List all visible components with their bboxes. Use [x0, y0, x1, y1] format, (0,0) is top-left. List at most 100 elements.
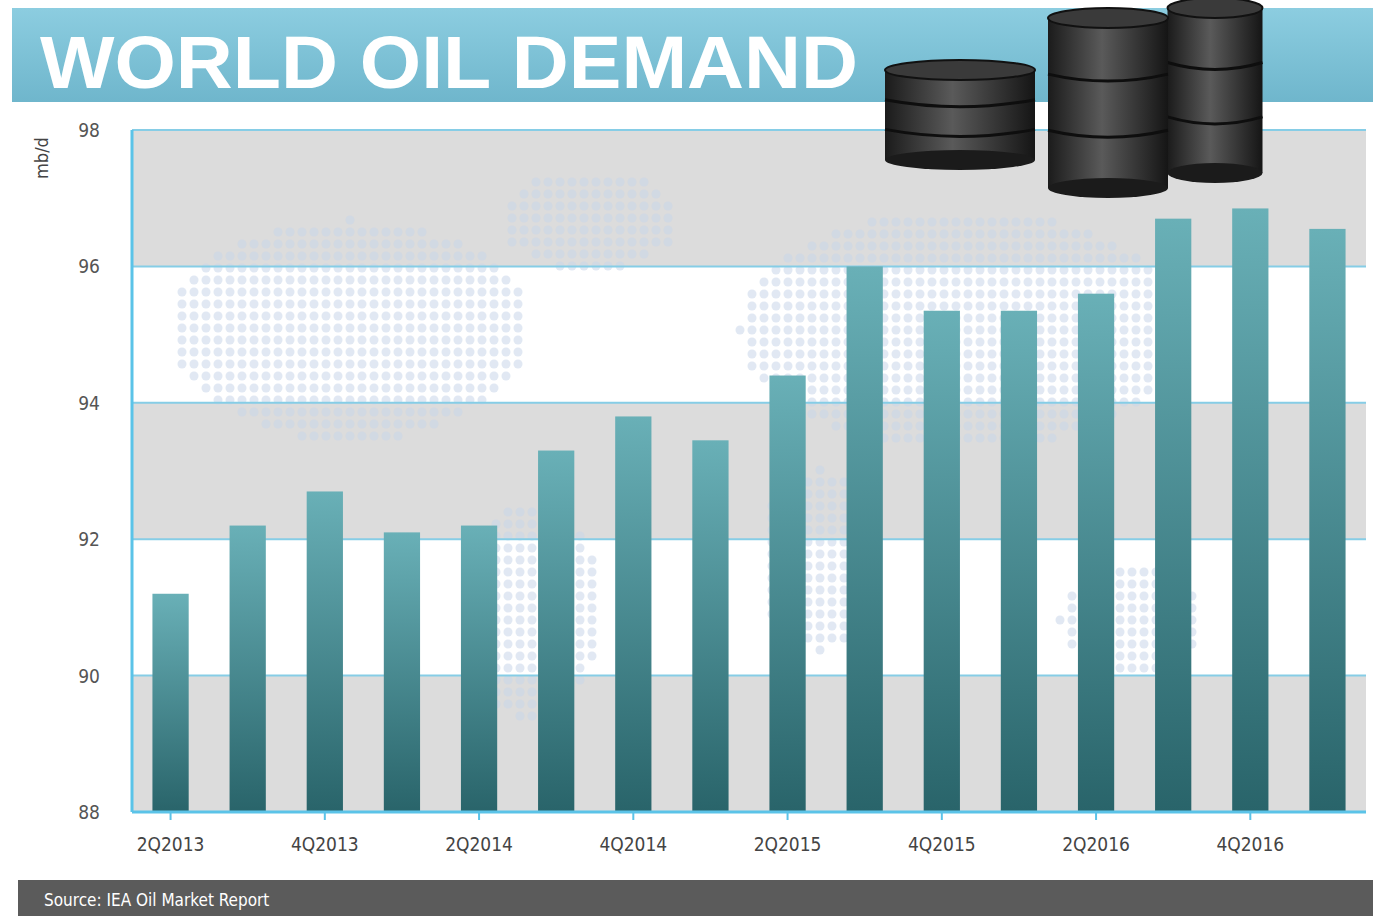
map-dot	[928, 218, 937, 227]
map-dot	[760, 278, 769, 287]
map-dot	[1144, 302, 1153, 311]
map-dot	[904, 410, 913, 419]
map-dot	[406, 312, 415, 321]
map-dot	[528, 616, 537, 625]
map-dot	[202, 348, 211, 357]
map-dot	[916, 326, 925, 335]
map-dot	[904, 362, 913, 371]
map-dot	[382, 288, 391, 297]
map-dot	[568, 238, 577, 247]
x-tick-label: 4Q2013	[291, 833, 359, 855]
map-dot	[466, 360, 475, 369]
map-dot	[528, 568, 537, 577]
map-dot	[286, 264, 295, 273]
x-tick	[632, 812, 634, 820]
map-dot	[1000, 218, 1009, 227]
map-dot	[1036, 230, 1045, 239]
map-dot	[580, 202, 589, 211]
map-dot	[394, 408, 403, 417]
map-dot	[322, 372, 331, 381]
barrel-hoop	[1168, 62, 1263, 69]
map-dot	[298, 384, 307, 393]
map-dot	[478, 288, 487, 297]
x-tick-label: 2Q2015	[754, 833, 822, 855]
map-dot	[940, 290, 949, 299]
map-dot	[322, 360, 331, 369]
map-dot	[298, 360, 307, 369]
map-dot	[298, 252, 307, 261]
map-dot	[1036, 242, 1045, 251]
map-dot	[592, 178, 601, 187]
map-dot	[478, 336, 487, 345]
map-dot	[238, 360, 247, 369]
map-dot	[916, 290, 925, 299]
map-dot	[892, 410, 901, 419]
map-dot	[556, 238, 565, 247]
map-dot	[784, 362, 793, 371]
map-dot	[988, 410, 997, 419]
map-dot	[748, 290, 757, 299]
map-dot	[1060, 410, 1069, 419]
barrel-body	[1168, 8, 1263, 173]
map-dot	[892, 434, 901, 443]
map-dot	[516, 604, 525, 613]
map-dot	[1024, 278, 1033, 287]
barrel-hoop	[885, 129, 1035, 136]
map-dot	[322, 288, 331, 297]
map-dot	[988, 422, 997, 431]
map-dot	[454, 288, 463, 297]
map-dot	[820, 242, 829, 251]
map-dot	[178, 300, 187, 309]
map-dot	[274, 276, 283, 285]
map-dot	[964, 326, 973, 335]
map-dot	[418, 240, 427, 249]
map-dot	[592, 238, 601, 247]
map-dot	[442, 312, 451, 321]
map-dot	[1132, 362, 1141, 371]
map-dot	[358, 288, 367, 297]
map-dot	[1116, 592, 1125, 601]
map-dot	[964, 410, 973, 419]
map-dot	[928, 230, 937, 239]
map-dot	[856, 254, 865, 263]
map-dot	[394, 228, 403, 237]
map-dot	[454, 360, 463, 369]
map-dot	[1140, 616, 1149, 625]
map-dot	[322, 240, 331, 249]
map-dot	[178, 360, 187, 369]
map-dot	[976, 362, 985, 371]
map-dot	[964, 338, 973, 347]
map-dot	[988, 374, 997, 383]
y-axis-line	[131, 130, 134, 812]
map-dot	[310, 360, 319, 369]
map-dot	[1144, 326, 1153, 335]
map-dot	[1068, 616, 1077, 625]
map-dot	[1132, 314, 1141, 323]
map-dot	[322, 300, 331, 309]
map-dot	[988, 338, 997, 347]
map-dot	[820, 350, 829, 359]
map-dot	[504, 556, 513, 565]
map-dot	[784, 338, 793, 347]
map-dot	[532, 214, 541, 223]
map-dot	[516, 616, 525, 625]
map-dot	[1060, 338, 1069, 347]
map-dot	[226, 252, 235, 261]
map-dot	[346, 264, 355, 273]
map-dot	[796, 338, 805, 347]
map-dot	[430, 372, 439, 381]
map-dot	[516, 568, 525, 577]
x-tick-label: 2Q2013	[137, 833, 205, 855]
map-dot	[516, 508, 525, 517]
map-dot	[588, 580, 597, 589]
barrel-hoop	[885, 100, 1035, 107]
map-dot	[504, 520, 513, 529]
map-dot	[454, 408, 463, 417]
map-dot	[748, 326, 757, 335]
map-dot	[892, 326, 901, 335]
map-dot	[394, 300, 403, 309]
map-dot	[358, 312, 367, 321]
bar	[538, 451, 574, 812]
map-dot	[514, 288, 523, 297]
map-dot	[334, 336, 343, 345]
